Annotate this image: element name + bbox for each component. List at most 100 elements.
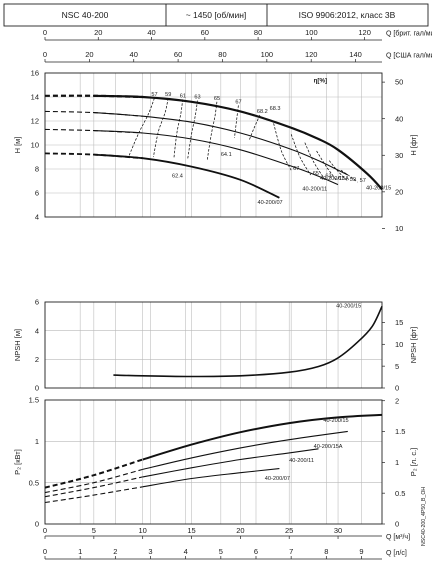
- y-tick-label: 1: [35, 437, 39, 446]
- y-right-axis-title: NPSH [фт]: [409, 327, 418, 364]
- plot-frame: [44, 399, 383, 525]
- y-right-tick-label: 1.5: [395, 427, 405, 436]
- top-x-tick-label: 40: [130, 50, 138, 59]
- y-tick-label: 0: [35, 384, 39, 393]
- y-tick-label: 16: [31, 69, 39, 78]
- series-dashed-power-40-200-11: [44, 476, 143, 498]
- efficiency-contour: [340, 169, 358, 183]
- series-head-40-200-15A: [93, 112, 349, 176]
- top-x-axis-title: Q [брит. гал/мин]: [386, 30, 432, 38]
- y-tick-label: 8: [35, 165, 39, 174]
- speed-label: ~ 1450 [об/мин]: [186, 10, 247, 20]
- x2-tick-label: 5: [219, 547, 223, 556]
- series-power-40-200-07: [142, 468, 280, 488]
- series-label: 40-200/15: [336, 304, 361, 310]
- x2-tick-label: 6: [254, 547, 258, 556]
- y-right-axis-title: P₂ [л. с.]: [409, 448, 418, 477]
- efficiency-label: 59: [350, 177, 356, 183]
- x-tick-label: 5: [92, 526, 96, 535]
- efficiency-label: 61: [338, 176, 344, 182]
- series-label: 40-200/07: [257, 200, 282, 206]
- top-x-tick-label: 40: [147, 28, 155, 37]
- y-right-tick-label: 2: [395, 396, 399, 405]
- efficiency-peak-label: 62.4: [172, 173, 183, 179]
- y-axis-title: P₂ [кВт]: [13, 449, 22, 475]
- series-dashed-power-40-200-07: [44, 486, 143, 504]
- y-tick-label: 6: [35, 189, 39, 198]
- top-x-tick-label: 0: [43, 28, 47, 37]
- x2-tick-label: 3: [148, 547, 152, 556]
- y-axis-title: NPSH [м]: [13, 329, 22, 361]
- top-x-tick-label: 120: [305, 50, 318, 59]
- efficiency-label: 57: [360, 178, 366, 184]
- top-x-tick-label: 60: [201, 28, 209, 37]
- y-right-tick-label: 40: [395, 114, 403, 123]
- series-dashed-power-40-200-15: [44, 458, 144, 489]
- series-label: 40-200/11: [289, 458, 314, 464]
- series-dashed-power-40-200-15A: [44, 468, 143, 494]
- series-npsh-40-200-15: [113, 305, 383, 378]
- efficiency-label: 68.2: [257, 109, 268, 115]
- y-right-axis-title: H [фт]: [409, 134, 418, 155]
- y-axis-title: H [м]: [13, 137, 22, 154]
- series-head-40-200-15: [93, 94, 383, 191]
- top-x-tick-label: 100: [261, 50, 274, 59]
- series-label: 40-200/15: [366, 185, 391, 191]
- efficiency-label: 67: [293, 166, 299, 172]
- x-tick-label: 30: [334, 526, 342, 535]
- y-right-tick-label: 5: [395, 362, 399, 371]
- efficiency-contour: [187, 100, 198, 160]
- efficiency-peak-label: 68.3: [270, 106, 281, 112]
- x2-tick-label: 0: [43, 547, 47, 556]
- y-right-tick-label: 0.5: [395, 489, 405, 498]
- top-x-tick-label: 80: [218, 50, 226, 59]
- efficiency-contour: [290, 134, 312, 176]
- top-x-tick-label: 100: [305, 28, 318, 37]
- x2-tick-label: 7: [289, 547, 293, 556]
- y-right-tick-label: 0: [395, 520, 399, 529]
- efficiency-contour: [316, 150, 337, 181]
- series-head-40-200-11: [93, 130, 339, 186]
- standard-label: ISO 9906:2012, класс 3B: [299, 10, 396, 20]
- efficiency-contour: [234, 105, 239, 138]
- top-x-tick-label: 60: [174, 50, 182, 59]
- efficiency-contour: [248, 114, 261, 141]
- efficiency-label: 61: [180, 93, 186, 99]
- y-right-tick-label: 1: [395, 458, 399, 467]
- y-right-tick-label: 10: [395, 224, 403, 233]
- y-right-tick-label: 30: [395, 151, 403, 160]
- y-tick-label: 12: [31, 117, 39, 126]
- x-tick-label: 10: [139, 526, 147, 535]
- series-label: 40-200/15A: [314, 444, 343, 450]
- series-power-40-200-15: [142, 413, 383, 461]
- y-right-tick-label: 15: [395, 318, 403, 327]
- x-axis-title: Q [м³/ч]: [386, 534, 410, 541]
- x-tick-label: 20: [236, 526, 244, 535]
- top-x-axis-title: Q [США гал/мин]: [386, 53, 432, 60]
- model-title: NSC 40-200: [62, 10, 109, 20]
- x-tick-label: 0: [43, 526, 47, 535]
- efficiency-contour: [153, 98, 169, 158]
- efficiency-label: 63: [194, 95, 200, 101]
- series-head-40-200-07: [93, 153, 280, 199]
- y-tick-label: 0: [35, 520, 39, 529]
- efficiency-contour: [173, 99, 184, 159]
- series-label: 40-200/11: [302, 187, 327, 193]
- y-tick-label: 4: [35, 326, 39, 335]
- header-frame: [3, 3, 429, 27]
- plot-frame: [44, 301, 383, 389]
- top-x-tick-label: 20: [85, 50, 93, 59]
- efficiency-label: 63: [325, 173, 331, 179]
- x2-tick-label: 4: [184, 547, 188, 556]
- y-tick-label: 0.5: [29, 478, 39, 487]
- y-right-tick-label: 10: [395, 340, 403, 349]
- series-label: 40-200/15A: [320, 176, 349, 182]
- efficiency-label: 67: [235, 99, 241, 105]
- efficiency-label: 65: [214, 96, 220, 102]
- x2-tick-label: 2: [113, 547, 117, 556]
- y-tick-label: 2: [35, 355, 39, 364]
- series-label: 40-200/07: [265, 476, 290, 482]
- series-power-40-200-11: [142, 448, 319, 478]
- y-right-tick-label: 50: [395, 78, 403, 87]
